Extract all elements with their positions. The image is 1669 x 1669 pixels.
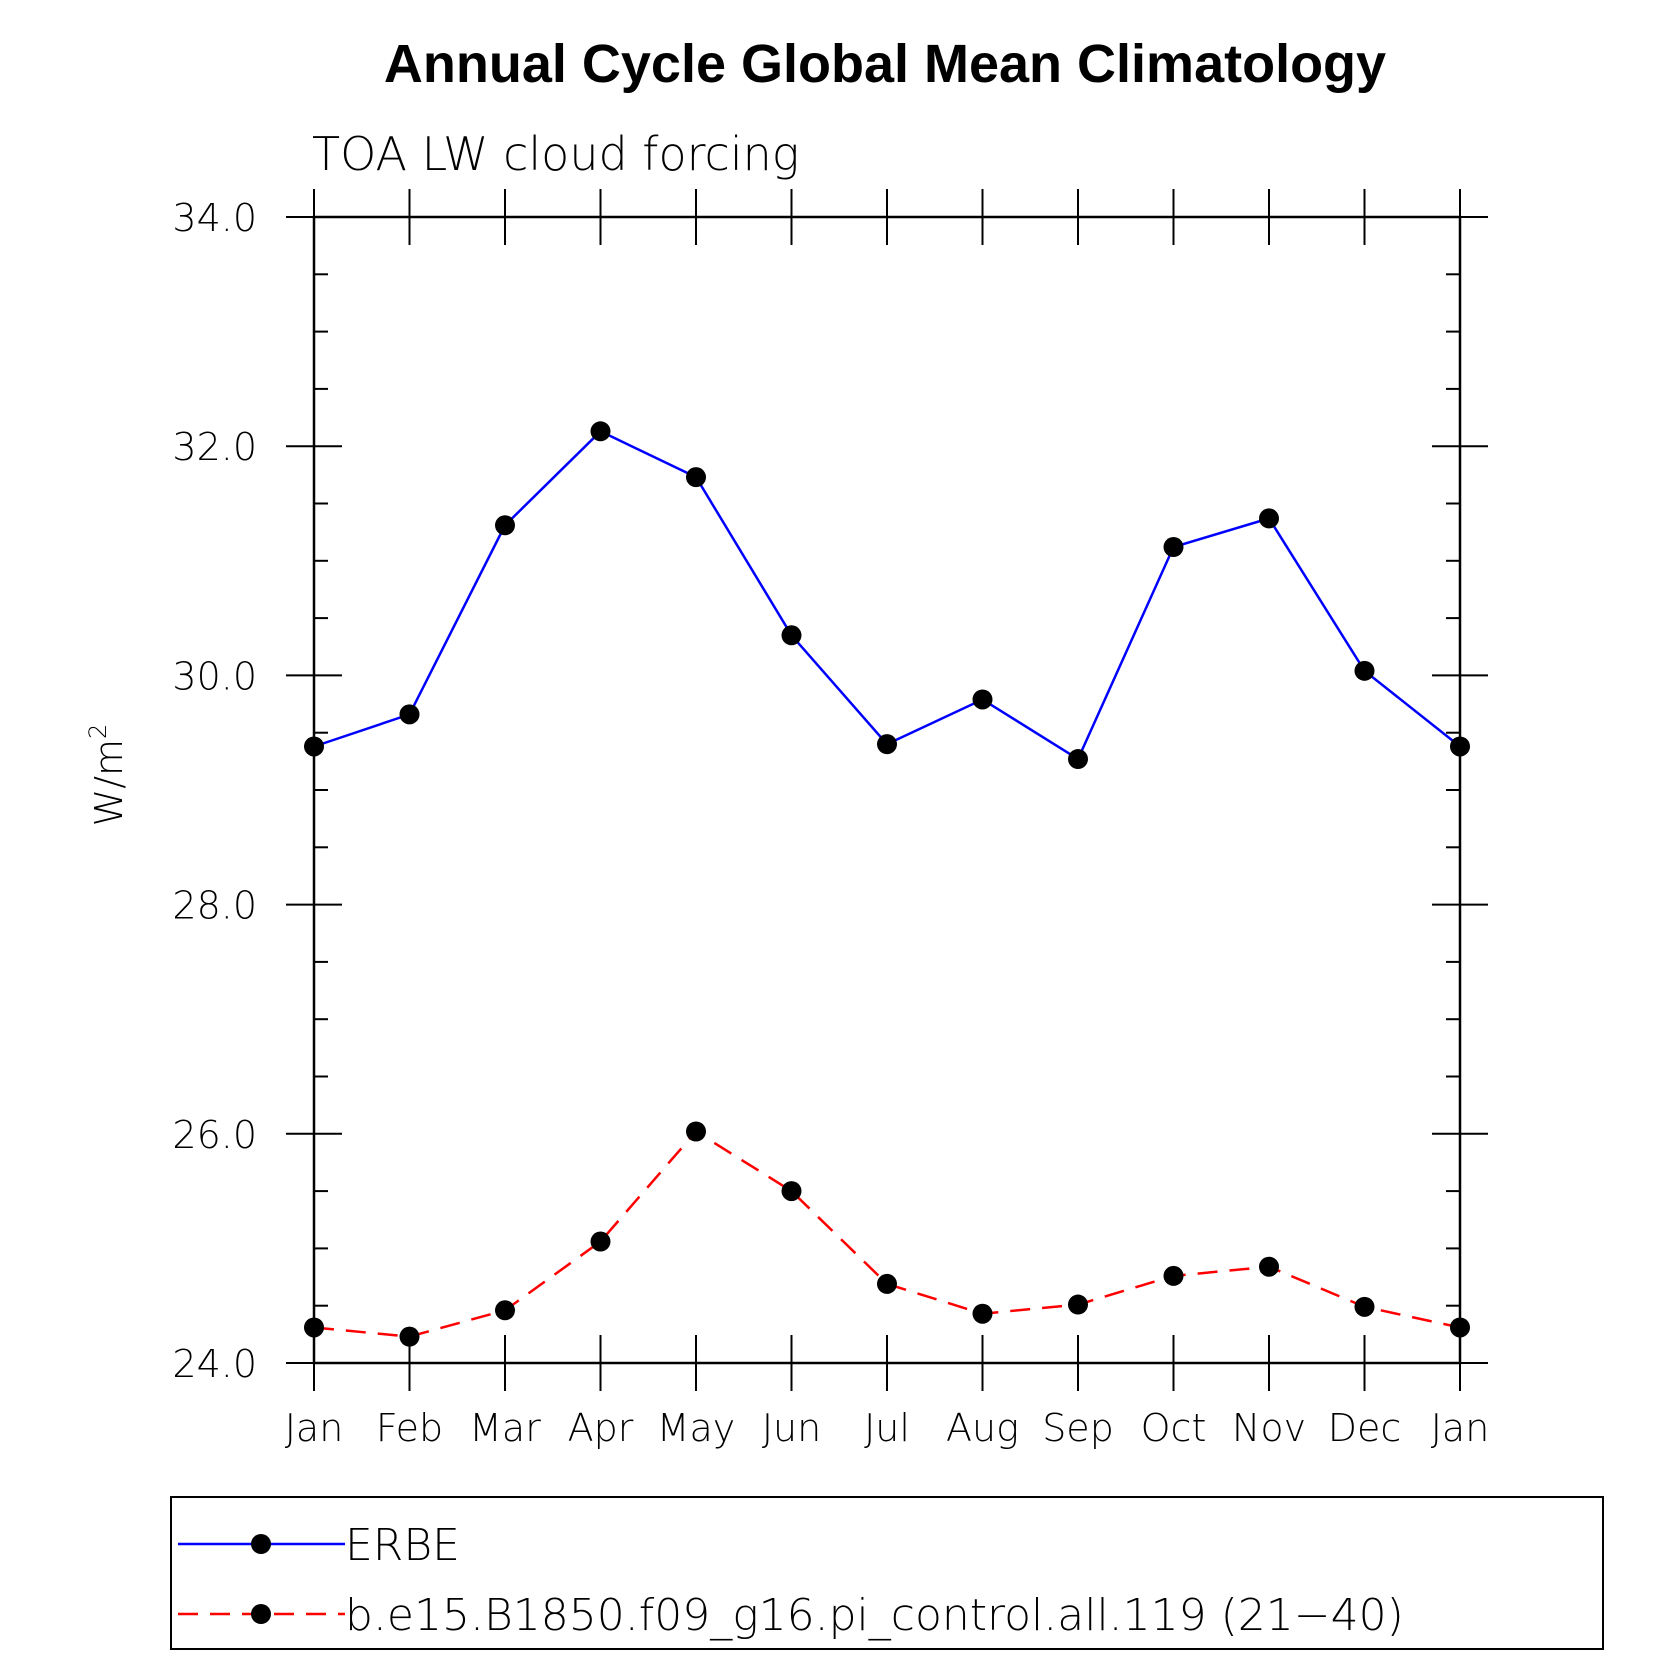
data-point	[1259, 1256, 1279, 1277]
x-tick-label: Jan	[1431, 1406, 1490, 1450]
data-point	[495, 515, 515, 536]
y-tick-labels: 24.0 26.0 28.0 30.0 32.0 34.0	[172, 196, 257, 1386]
data-point	[877, 734, 897, 755]
axis-ticks	[286, 189, 1488, 1391]
x-tick-label: Sep	[1042, 1406, 1114, 1450]
data-point	[1163, 1265, 1184, 1286]
data-point	[686, 467, 706, 488]
series-layer	[304, 421, 1470, 1347]
series-line	[313, 1129, 1461, 1338]
data-point	[590, 421, 611, 442]
x-tick-label: Oct	[1141, 1406, 1207, 1450]
x-tick-label: Nov	[1232, 1406, 1306, 1450]
data-point	[1354, 660, 1375, 681]
y-axis-label-superscript: 2	[84, 724, 112, 739]
data-point	[590, 1231, 611, 1252]
data-point	[1068, 1294, 1088, 1315]
y-tick-label: 32.0	[172, 425, 257, 469]
x-tick-label: Feb	[376, 1406, 443, 1450]
data-point	[399, 1326, 420, 1347]
data-point	[686, 1121, 706, 1142]
y-tick-label: 26.0	[172, 1113, 257, 1157]
data-point	[1259, 508, 1279, 529]
legend-label: ERBE	[345, 1520, 460, 1571]
x-tick-labels: Jan Feb Mar Apr May Jun Jul Aug Sep Oct Nov Dec Jan	[285, 1406, 1490, 1450]
x-tick-label: Apr	[568, 1406, 634, 1450]
x-tick-label: May	[657, 1406, 736, 1450]
chart-title: Annual Cycle Global Mean Climatology	[384, 34, 1386, 94]
data-point	[1354, 1296, 1375, 1317]
y-tick-label: 24.0	[172, 1342, 257, 1386]
legend-label: b.e15.B1850.f09_g16.pi_control.all.119 (…	[345, 1590, 1404, 1641]
x-tick-label: Jan	[285, 1406, 344, 1450]
legend-marker	[251, 1534, 271, 1554]
legend-marker	[251, 1604, 271, 1624]
x-tick-label: Aug	[946, 1406, 1019, 1450]
x-tick-label: Mar	[469, 1406, 541, 1450]
x-tick-label: Dec	[1328, 1406, 1402, 1450]
chart-subtitle: TOA LW cloud forcing	[312, 127, 799, 181]
data-point	[781, 1181, 802, 1202]
y-axis-label: W/m2	[84, 724, 131, 827]
x-tick-label: Jun	[762, 1406, 821, 1450]
y-tick-label: 30.0	[172, 654, 257, 698]
legend-box	[170, 1496, 1604, 1650]
legend: ERBE b.e15.B1850.f09_g16.pi_control.all.1…	[170, 1496, 1604, 1650]
data-point	[972, 689, 993, 710]
data-point	[781, 625, 802, 646]
data-point	[495, 1300, 515, 1321]
data-point	[972, 1303, 993, 1324]
data-point	[1068, 749, 1088, 770]
plot-frame	[312, 215, 1462, 1365]
data-point	[877, 1273, 897, 1294]
series-line	[313, 429, 1461, 761]
legend-items: ERBE b.e15.B1850.f09_g16.pi_control.all.1…	[178, 1520, 1404, 1641]
data-point	[1163, 537, 1184, 558]
x-tick-label: Jul	[864, 1406, 910, 1450]
y-tick-label: 34.0	[172, 196, 257, 240]
data-point	[399, 704, 420, 725]
y-tick-label: 28.0	[172, 884, 257, 928]
